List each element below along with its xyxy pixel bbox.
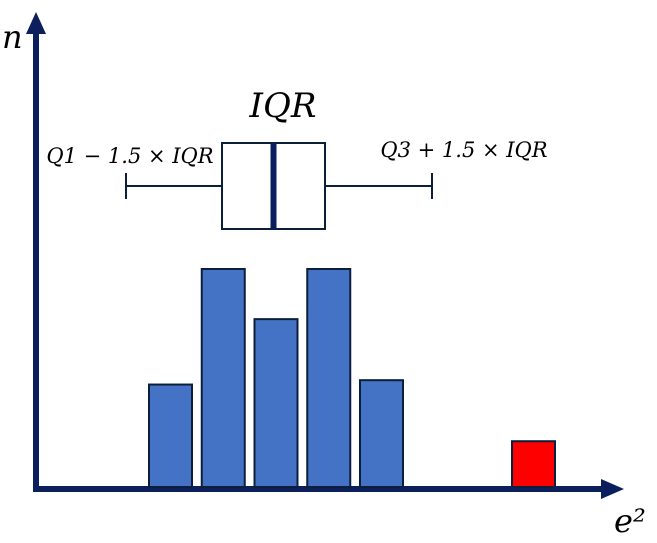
histogram-bar [148, 383, 193, 489]
lower-fence-label: Q1 − 1.5 × IQR [46, 144, 213, 168]
iqr-label: IQR [249, 86, 317, 126]
x-axis-arrowhead [601, 479, 624, 499]
x-axis-label: e² [614, 502, 646, 540]
histogram-bar [306, 268, 352, 488]
histogram-bars [148, 268, 556, 489]
histogram-bar [200, 268, 246, 488]
outlier-bar [511, 440, 556, 488]
y-axis-arrowhead [26, 12, 46, 34]
axes [26, 12, 624, 499]
upper-fence-label: Q3 + 1.5 × IQR [380, 138, 547, 162]
box-plot [125, 142, 433, 230]
y-axis-label: n [2, 18, 23, 56]
histogram-bar [253, 318, 299, 489]
histogram-bar [359, 379, 404, 488]
